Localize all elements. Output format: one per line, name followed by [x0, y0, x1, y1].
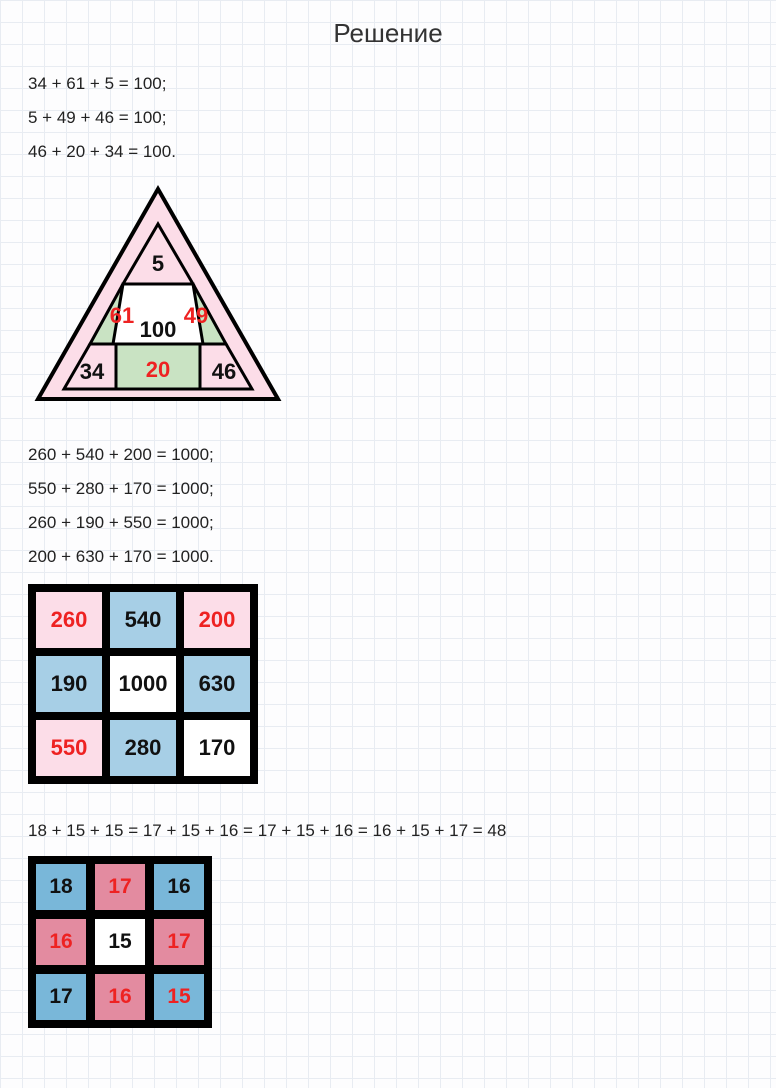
equation-line: 260 + 190 + 550 = 1000;	[28, 506, 776, 540]
cell: 16	[93, 972, 147, 1022]
triangle-top: 5	[152, 251, 164, 276]
cell: 280	[108, 718, 178, 778]
cell: 190	[34, 654, 104, 714]
equation-block-3: 18 + 15 + 15 = 17 + 15 + 16 = 17 + 15 + …	[28, 814, 776, 848]
grid-3x3: 260 540 200 190 1000 630 550 280 170	[28, 584, 258, 784]
equation-line: 200 + 630 + 170 = 1000.	[28, 540, 776, 574]
cell: 550	[34, 718, 104, 778]
equation-line: 46 + 20 + 34 = 100.	[28, 135, 776, 169]
page-title: Решение	[0, 0, 776, 49]
cell: 17	[34, 972, 88, 1022]
cell: 16	[152, 862, 206, 912]
cell: 18	[34, 862, 88, 912]
cell: 1000	[108, 654, 178, 714]
equation-line: 34 + 61 + 5 = 100;	[28, 67, 776, 101]
cell: 630	[182, 654, 252, 714]
triangle-left-mid: 61	[110, 303, 134, 328]
cell: 16	[34, 917, 88, 967]
equation-block-2: 260 + 540 + 200 = 1000; 550 + 280 + 170 …	[28, 438, 776, 574]
cell: 15	[152, 972, 206, 1022]
triangle-bottom-left: 34	[80, 359, 105, 384]
triangle-bottom-mid: 20	[146, 357, 170, 382]
equation-line: 5 + 49 + 46 = 100;	[28, 101, 776, 135]
cell: 170	[182, 718, 252, 778]
equation-line: 18 + 15 + 15 = 17 + 15 + 16 = 17 + 15 + …	[28, 814, 776, 848]
cell: 200	[182, 590, 252, 650]
triangle-bottom-right: 46	[212, 359, 236, 384]
magic-square-48: 18 17 16 16 15 17 17 16 15	[28, 856, 776, 1028]
equation-block-1: 34 + 61 + 5 = 100; 5 + 49 + 46 = 100; 46…	[28, 67, 776, 169]
cell: 540	[108, 590, 178, 650]
cell: 17	[152, 917, 206, 967]
cell: 17	[93, 862, 147, 912]
grid-3x3-small: 18 17 16 16 15 17 17 16 15	[28, 856, 212, 1028]
triangle-center: 100	[140, 317, 177, 342]
equation-line: 550 + 280 + 170 = 1000;	[28, 472, 776, 506]
cell: 260	[34, 590, 104, 650]
magic-square-1000: 260 540 200 190 1000 630 550 280 170	[28, 584, 776, 784]
triangle-diagram: 5 61 49 100 34 20 46	[28, 179, 776, 414]
cell: 15	[93, 917, 147, 967]
equation-line: 260 + 540 + 200 = 1000;	[28, 438, 776, 472]
triangle-right-mid: 49	[184, 303, 208, 328]
